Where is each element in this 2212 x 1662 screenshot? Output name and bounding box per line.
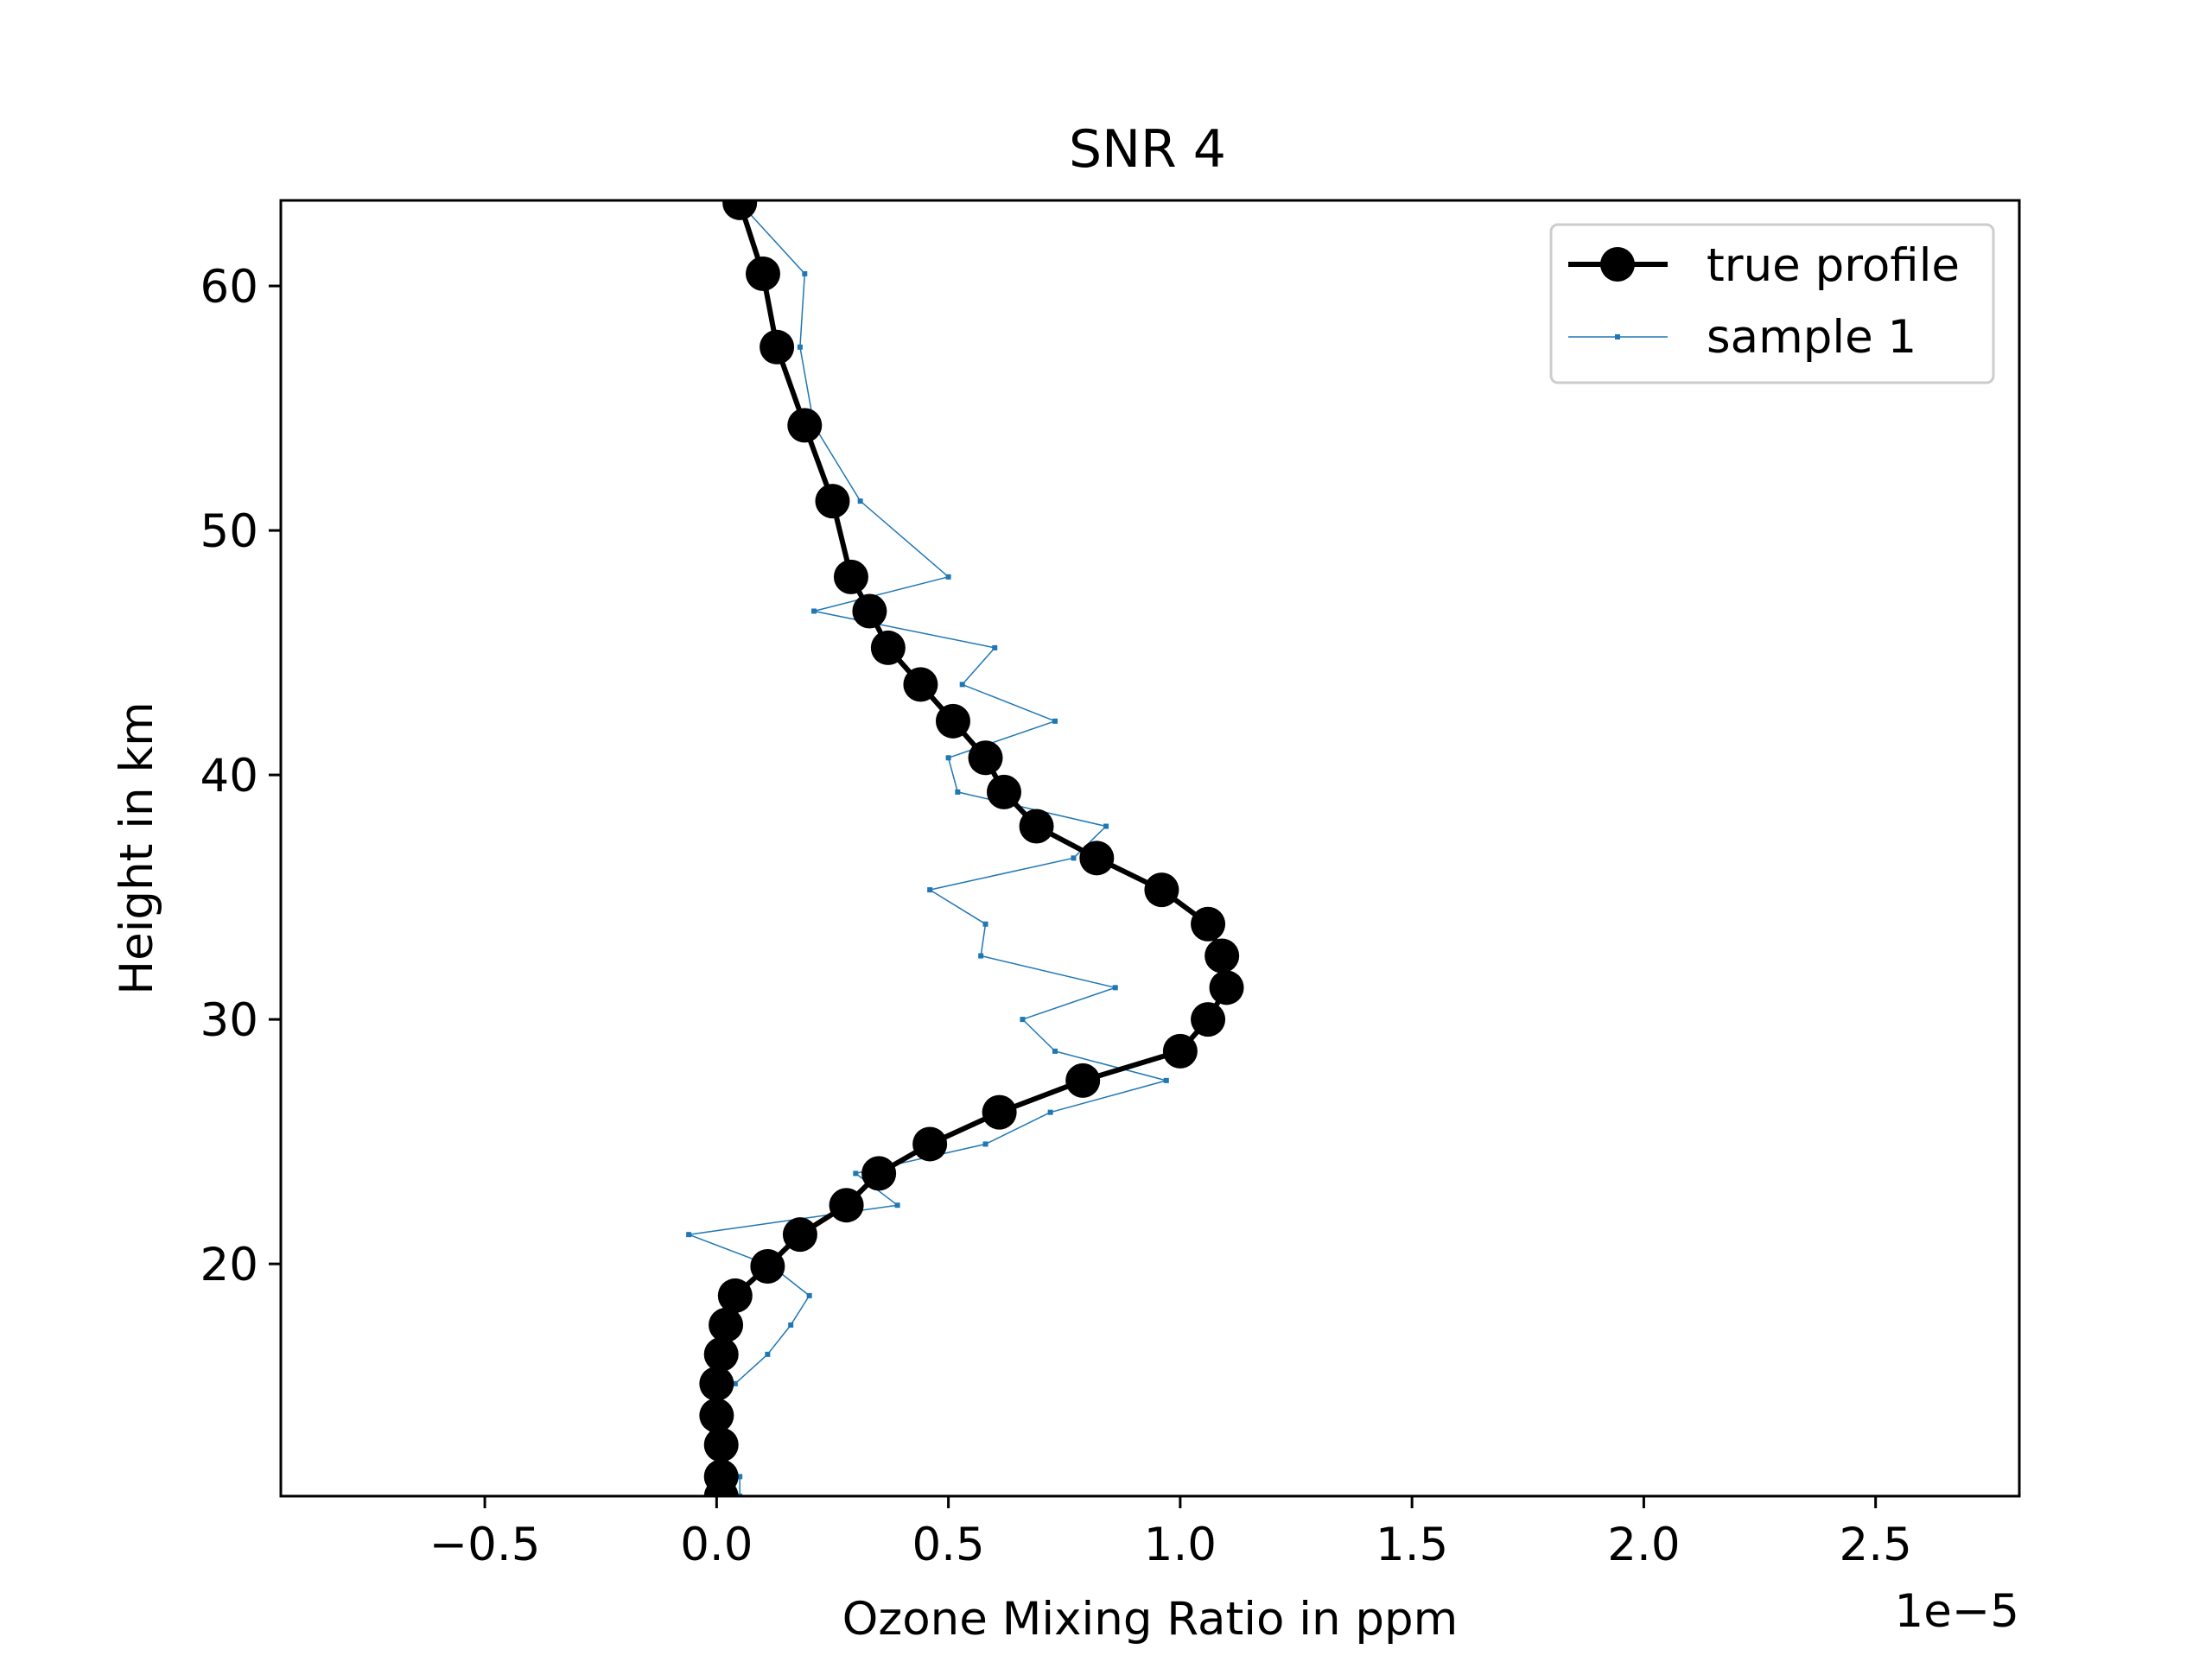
data-point-true-profile: [986, 774, 1021, 809]
x-tick-label: −0.5: [429, 1519, 541, 1571]
data-point-sample-1: [945, 755, 951, 761]
data-point-sample-1: [1052, 718, 1058, 724]
data-point-true-profile: [870, 630, 906, 665]
x-tick-label: 1.0: [1144, 1519, 1217, 1571]
data-point-sample-1: [959, 682, 965, 688]
data-point-true-profile: [1191, 1002, 1226, 1037]
data-point-sample-1: [945, 574, 951, 580]
legend-true-profile-marker: [1600, 247, 1635, 282]
data-point-sample-1: [1163, 1077, 1169, 1083]
data-point-sample-1: [857, 498, 863, 504]
data-point-sample-1: [1052, 1048, 1058, 1054]
data-point-true-profile: [982, 1094, 1017, 1130]
data-point-sample-1: [806, 1292, 812, 1298]
data-point-sample-1: [853, 1170, 859, 1177]
series-layer: [686, 200, 1244, 1496]
data-point-true-profile: [703, 1427, 739, 1462]
data-point-true-profile: [699, 1366, 734, 1401]
data-point-true-profile: [968, 740, 1003, 776]
chart-title: SNR 4: [1069, 119, 1226, 180]
data-point-true-profile: [852, 593, 887, 629]
data-point-true-profile: [699, 1398, 734, 1433]
data-point-true-profile: [1191, 906, 1226, 942]
data-point-true-profile: [703, 1459, 739, 1494]
data-point-true-profile: [815, 484, 850, 519]
data-point-sample-1: [737, 1474, 743, 1480]
data-point-true-profile: [709, 1307, 744, 1342]
x-tick-label: 0.0: [680, 1519, 753, 1571]
data-point-true-profile: [1144, 872, 1179, 908]
x-tick-label: 0.5: [912, 1519, 984, 1571]
x-tick-label: 2.5: [1840, 1519, 1912, 1571]
data-point-sample-1: [1103, 823, 1109, 829]
y-tick-label: 30: [200, 994, 258, 1047]
data-point-sample-1: [1047, 1109, 1053, 1115]
data-point-sample-1: [978, 953, 984, 959]
data-point-true-profile: [750, 1248, 785, 1284]
data-point-true-profile: [1065, 1063, 1101, 1098]
legend-sample-1-marker: [1615, 334, 1620, 339]
legend: true profile sample 1: [1549, 223, 1995, 384]
x-tick-label: 2.0: [1607, 1519, 1680, 1571]
x-axis-label: Ozone Mixing Ratio in ppm: [842, 1593, 1459, 1646]
data-point-sample-1: [894, 1202, 900, 1208]
x-axis-offset-label: 1e−5: [1895, 1585, 2019, 1638]
data-point-true-profile: [912, 1126, 948, 1162]
data-point-true-profile: [903, 667, 938, 702]
data-point-true-profile: [703, 1336, 739, 1372]
data-point-true-profile: [935, 703, 970, 739]
y-tick-label: 60: [200, 261, 258, 314]
data-point-sample-1: [686, 1232, 692, 1238]
y-axis-ticks: 20 30 40 50 60: [200, 261, 281, 1291]
data-point-true-profile: [717, 1278, 753, 1313]
data-point-true-profile: [1019, 809, 1054, 844]
data-point-true-profile: [861, 1156, 897, 1191]
x-tick-label: 1.5: [1376, 1519, 1448, 1571]
data-point-true-profile: [1079, 841, 1115, 876]
data-point-sample-1: [1112, 985, 1118, 991]
data-point-sample-1: [1020, 1017, 1026, 1023]
plot-area: [686, 200, 1244, 1496]
legend-true-profile-label: true profile: [1707, 239, 1960, 292]
data-point-sample-1: [765, 1351, 771, 1357]
data-point-sample-1: [797, 344, 803, 350]
series-true-profile: [699, 200, 1244, 1496]
y-tick-label: 40: [200, 750, 258, 802]
data-point-sample-1: [927, 887, 933, 893]
data-point-true-profile: [829, 1188, 864, 1223]
data-point-sample-1: [982, 921, 988, 927]
x-axis-ticks: −0.5 0.0 0.5 1.0 1.5 2.0 2.5: [429, 1496, 1912, 1571]
data-point-sample-1: [802, 270, 808, 276]
data-point-true-profile: [760, 329, 795, 365]
y-tick-label: 50: [200, 505, 258, 558]
data-point-sample-1: [811, 608, 817, 614]
data-point-sample-1: [732, 1380, 738, 1386]
data-point-true-profile: [1162, 1033, 1198, 1069]
data-point-true-profile: [787, 408, 823, 443]
legend-sample-1-label: sample 1: [1707, 311, 1916, 364]
y-axis-label: Height in km: [111, 701, 163, 995]
data-point-sample-1: [955, 789, 961, 795]
data-point-true-profile: [745, 256, 780, 291]
plot-frame: [279, 199, 2021, 1498]
data-point-sample-1: [788, 1322, 794, 1328]
data-point-sample-1: [992, 644, 998, 650]
data-point-sample-1: [982, 1141, 988, 1147]
data-point-true-profile: [782, 1217, 817, 1253]
data-point-true-profile: [722, 200, 758, 220]
y-tick-label: 20: [200, 1239, 258, 1291]
data-point-true-profile: [833, 559, 868, 594]
data-point-true-profile: [1209, 970, 1244, 1005]
data-point-true-profile: [1205, 938, 1240, 974]
data-point-sample-1: [1071, 855, 1077, 861]
